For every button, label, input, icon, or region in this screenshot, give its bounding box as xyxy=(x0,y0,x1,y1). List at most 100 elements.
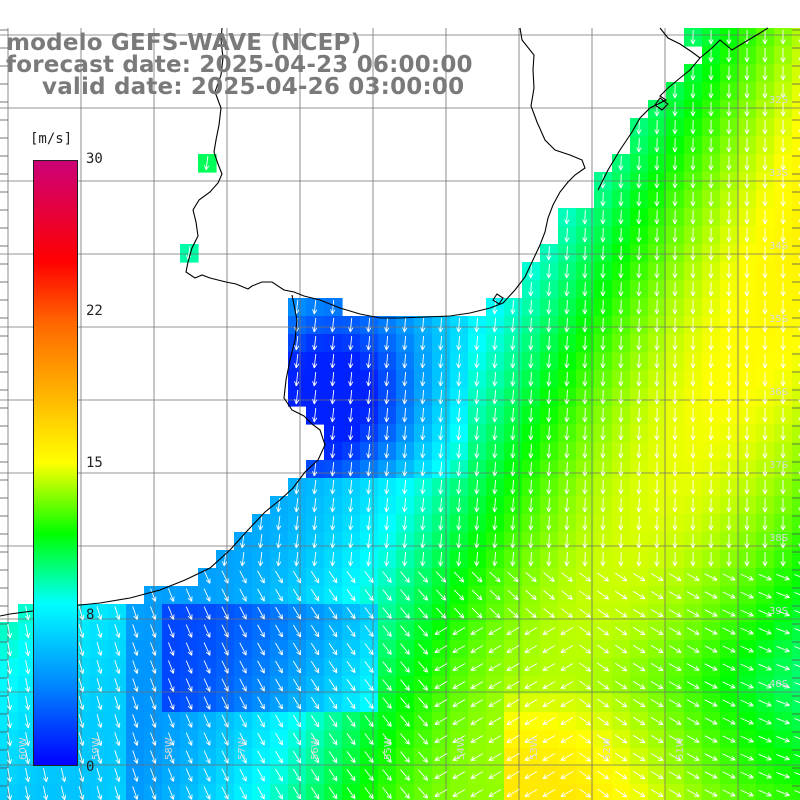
wind-arrow xyxy=(744,443,750,459)
wind-arrow xyxy=(579,752,591,762)
wind-arrow xyxy=(275,750,283,764)
wind-arrow xyxy=(418,589,429,601)
wind-speed-cell xyxy=(792,460,800,479)
wind-arrow xyxy=(239,678,247,692)
wind-arrow xyxy=(382,643,392,655)
wind-arrow xyxy=(722,573,736,581)
wind-arrow xyxy=(470,789,484,797)
wind-arrow xyxy=(542,699,556,707)
wind-arrow xyxy=(654,551,660,567)
wind-arrow xyxy=(690,65,696,81)
wind-speed-cell xyxy=(792,676,800,695)
wind-arrow xyxy=(312,497,318,513)
wind-arrow xyxy=(546,299,552,315)
wind-arrow xyxy=(708,443,714,459)
wind-arrow xyxy=(726,191,732,207)
wind-arrow xyxy=(582,209,588,225)
wind-arrow xyxy=(292,768,302,782)
wind-arrow xyxy=(203,588,211,602)
wind-arrow xyxy=(275,768,283,782)
wind-arrow xyxy=(690,137,696,153)
wind-arrow xyxy=(474,515,480,531)
wind-arrow xyxy=(292,732,302,746)
wind-arrow xyxy=(636,551,642,567)
wind-speed-cell xyxy=(792,118,800,137)
wind-arrow xyxy=(185,588,193,602)
wind-speed-cell xyxy=(270,784,289,800)
wind-arrow xyxy=(744,227,750,243)
wind-arrow xyxy=(292,660,302,674)
wind-arrow xyxy=(456,479,462,495)
wind-arrow xyxy=(740,735,754,743)
wind-arrow xyxy=(434,681,448,689)
wind-arrow xyxy=(257,588,265,602)
wind-arrow xyxy=(597,572,610,582)
lon-label-52w: 52W xyxy=(602,737,613,760)
wind-arrow xyxy=(203,606,211,620)
wind-arrow xyxy=(257,642,265,656)
wind-arrow xyxy=(668,591,682,599)
wind-arrow xyxy=(528,533,534,549)
wind-arrow xyxy=(600,479,606,495)
wind-arrow xyxy=(6,642,13,657)
wind-arrow xyxy=(546,497,552,513)
wind-arrow xyxy=(636,353,642,369)
wind-arrow xyxy=(456,533,462,549)
wind-arrow xyxy=(384,371,390,387)
wind-arrow xyxy=(257,696,265,710)
wind-arrow xyxy=(686,717,700,725)
wind-arrow xyxy=(654,173,660,189)
wind-arrow xyxy=(438,551,444,567)
wind-arrow xyxy=(744,533,750,549)
wind-speed-cell xyxy=(792,568,800,587)
wind-arrow xyxy=(636,497,642,513)
wind-arrow xyxy=(579,572,591,582)
wind-arrow xyxy=(6,768,13,783)
wind-speed-cell xyxy=(792,478,800,497)
wind-arrow xyxy=(239,696,247,710)
wind-arrow xyxy=(438,317,444,333)
wind-arrow xyxy=(672,389,678,405)
wind-arrow xyxy=(528,281,534,297)
wind-arrow xyxy=(726,209,732,225)
wind-arrow xyxy=(528,551,534,567)
wind-arrow xyxy=(528,263,534,279)
wind-arrow xyxy=(488,699,502,707)
wind-arrow xyxy=(708,533,714,549)
wind-arrow xyxy=(114,642,121,657)
wind-arrow xyxy=(114,678,121,693)
wind-arrow xyxy=(740,789,754,797)
wind-arrow xyxy=(762,443,768,459)
wind-arrow xyxy=(239,714,247,728)
wind-arrow xyxy=(488,717,502,725)
wind-arrow xyxy=(672,425,678,441)
wind-arrow xyxy=(708,389,714,405)
wind-arrow xyxy=(726,515,732,531)
wind-arrow xyxy=(328,588,338,602)
wind-arrow xyxy=(708,155,714,171)
wind-arrow xyxy=(582,425,588,441)
wind-arrow xyxy=(762,479,768,495)
wind-speed-cell xyxy=(486,784,505,800)
wind-arrow xyxy=(704,699,718,707)
wind-arrow xyxy=(420,371,426,387)
wind-arrow xyxy=(597,716,610,726)
wind-arrow xyxy=(672,173,678,189)
wind-arrow xyxy=(453,607,465,619)
wind-arrow xyxy=(704,609,718,617)
wind-arrow xyxy=(528,371,534,387)
wind-arrow xyxy=(492,461,498,477)
wind-arrow xyxy=(364,697,374,709)
wind-arrow xyxy=(561,572,573,582)
wind-arrow xyxy=(78,786,85,800)
wind-arrow xyxy=(762,533,768,549)
wind-arrow xyxy=(776,717,790,725)
wind-arrow xyxy=(668,663,682,671)
wind-speed-cell xyxy=(792,640,800,659)
wind-arrow xyxy=(744,209,750,225)
wind-arrow xyxy=(239,624,247,638)
wind-arrow xyxy=(310,768,320,782)
lat-label-34s: 34S xyxy=(769,241,789,252)
wind-arrow xyxy=(474,497,480,513)
wind-arrow xyxy=(132,786,139,800)
